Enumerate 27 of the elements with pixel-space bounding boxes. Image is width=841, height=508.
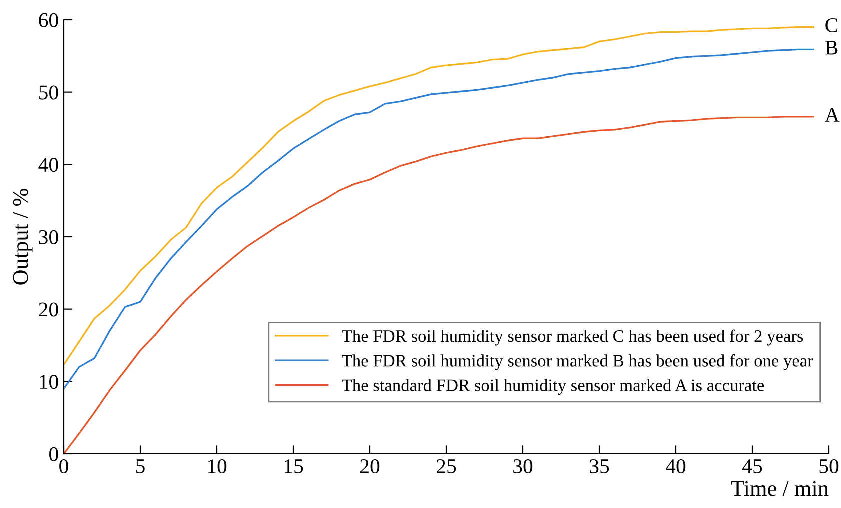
annotation: A [825,108,840,122]
x-tick-label: 45 [742,460,762,474]
legend-label: The FDR soil humidity sensor marked B has been used for one year [342,354,814,370]
legend-label: The FDR soil humidity sensor marked C has been used for 2 years [342,330,804,346]
y-tick-label: 10 [40,375,58,390]
x-tick-label: 50 [820,459,839,474]
x-tick-label: 30 [514,459,533,474]
y-tick-label: 0 [50,447,58,462]
x-tick-label: 15 [284,460,304,474]
x-tick-label: 25 [437,460,456,474]
annotation: B [825,41,838,55]
annotation: C [826,18,838,32]
y-tick-label: 40 [38,158,58,172]
x-tick-label: 40 [666,459,686,474]
y-tick-label: 60 [39,13,58,28]
x-tick-label: 20 [360,459,380,474]
y-tick-label: 20 [39,302,58,317]
legend-label: The standard FDR soil humidity sensor marked A is accurate [342,379,764,395]
y-tick-label: 30 [39,230,58,244]
x-tick-label: 0 [60,459,68,474]
line-series [64,116,815,454]
y-tick-label: 50 [40,86,58,100]
x-axis-title: Time / min [731,481,829,496]
x-tick-label: 35 [590,460,610,474]
y-axis-title: Output / % [13,188,33,285]
x-tick-label: 5 [136,460,145,474]
x-tick-label: 10 [208,459,227,474]
